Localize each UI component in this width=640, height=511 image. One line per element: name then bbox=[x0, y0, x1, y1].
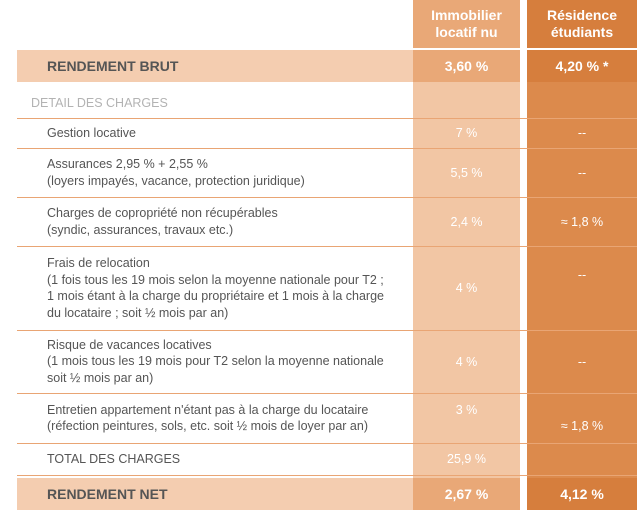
value-cell: 2,67 % bbox=[413, 478, 520, 510]
text-line: locatif nu bbox=[435, 24, 498, 40]
text-line: du locataire ; soit ½ mois par an) bbox=[47, 305, 229, 320]
row-label: Entretien appartement n'étant pas à la c… bbox=[17, 393, 413, 443]
text-line: (syndic, assurances, travaux etc.) bbox=[47, 222, 234, 237]
value-cell: 7 % bbox=[455, 126, 478, 140]
value-cell: ≈ 1,8 % bbox=[560, 419, 604, 433]
text-line: soit ½ mois par an) bbox=[47, 370, 154, 385]
text-line: Entretien appartement n'étant pas à la c… bbox=[47, 402, 369, 417]
separator bbox=[17, 475, 637, 476]
text-line: Immobilier bbox=[431, 7, 502, 23]
value-cell: -- bbox=[577, 126, 587, 140]
separator bbox=[17, 330, 637, 331]
row-label: Assurances 2,95 % + 2,55 % (loyers impayé… bbox=[17, 148, 413, 197]
text-line: Risque de vacances locatives bbox=[47, 337, 212, 352]
text-line: (réfection peintures, sols, etc. soit ½ … bbox=[47, 419, 368, 433]
column-header: Immobilier locatif nu bbox=[413, 0, 520, 48]
value-cell: 2,4 % bbox=[450, 214, 483, 229]
text-line: Assurances 2,95 % + 2,55 % bbox=[47, 157, 208, 171]
text-line: Frais de relocation bbox=[47, 256, 150, 270]
value-cell: -- bbox=[577, 268, 587, 282]
text-line: Charges de copropriété non récupérables bbox=[47, 206, 278, 220]
text-line: (loyers impayés, vacance, protection jur… bbox=[47, 173, 305, 188]
row-label: Frais de relocation (1 fois tous les 19 m… bbox=[17, 246, 413, 330]
text-line: (1 fois tous les 19 mois selon la moyenn… bbox=[47, 272, 384, 287]
text-line: étudiants bbox=[550, 24, 614, 40]
separator bbox=[17, 197, 637, 198]
row-label: RENDEMENT BRUT bbox=[47, 58, 179, 74]
value-cell: -- bbox=[577, 354, 587, 369]
text-line: (1 mois tous les 19 mois pour T2 selon l… bbox=[47, 354, 384, 369]
value-cell: 25,9 % bbox=[447, 452, 486, 466]
section-title: DETAIL DES CHARGES bbox=[31, 96, 168, 110]
separator bbox=[17, 148, 637, 149]
row-band bbox=[17, 478, 413, 510]
row-label: Charges de copropriété non récupérables (… bbox=[17, 197, 413, 246]
row-label: Risque de vacances locatives (1 mois tous… bbox=[17, 330, 413, 393]
row-label: TOTAL DES CHARGES bbox=[47, 451, 181, 466]
value-cell: 4,20 % * bbox=[527, 50, 637, 82]
separator bbox=[17, 118, 637, 119]
value-cell: 3 % bbox=[455, 403, 478, 417]
value-cell: -- bbox=[577, 165, 587, 180]
value-cell: 5,5 % bbox=[450, 165, 483, 180]
column-header: Résidence étudiants bbox=[527, 0, 637, 48]
row-band bbox=[17, 50, 413, 82]
value-cell: 4 % bbox=[455, 281, 478, 295]
value-cell: 3,60 % bbox=[413, 50, 520, 82]
text-line: 1 mois étant à la charge du propriétaire… bbox=[47, 289, 384, 303]
text-line: Gestion locative bbox=[47, 125, 136, 140]
separator bbox=[17, 393, 637, 394]
separator bbox=[17, 246, 637, 247]
row-label: Gestion locative bbox=[17, 118, 413, 148]
value-cell: 4,12 % bbox=[527, 478, 637, 510]
separator bbox=[17, 443, 637, 444]
value-cell: ≈ 1,8 % bbox=[560, 214, 604, 229]
value-cell: 4 % bbox=[455, 354, 478, 369]
text-line: Résidence bbox=[546, 7, 618, 23]
row-label: RENDEMENT NET bbox=[47, 486, 168, 502]
